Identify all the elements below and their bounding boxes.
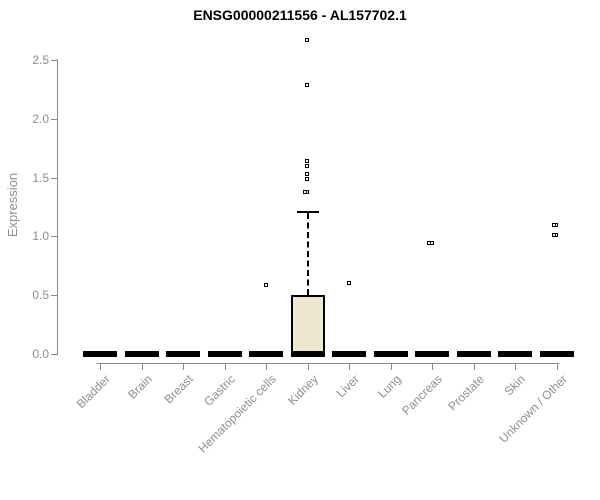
outlier-point xyxy=(305,171,309,176)
y-tick-label: 0.0 xyxy=(32,347,49,362)
x-axis-tick xyxy=(390,364,392,370)
x-axis-line xyxy=(97,363,559,364)
median-bar xyxy=(373,351,408,358)
outlier-point xyxy=(302,190,307,195)
y-axis-label: Expression xyxy=(5,172,20,238)
median-bar xyxy=(290,351,325,358)
y-axis-tick xyxy=(51,118,57,120)
x-axis-tick xyxy=(307,364,309,370)
box xyxy=(290,295,325,355)
median-bar xyxy=(498,351,532,358)
median-bar xyxy=(124,351,159,358)
outlier-point xyxy=(305,164,309,169)
y-axis-tick xyxy=(51,354,57,356)
x-axis-tick xyxy=(224,364,226,370)
outlier-point xyxy=(305,177,309,182)
upper-whisker-cap xyxy=(296,210,319,213)
x-axis-tick xyxy=(183,364,184,370)
x-axis-tick xyxy=(141,364,143,370)
outlier-point xyxy=(305,158,309,163)
outlier-point xyxy=(551,223,556,228)
outlier-point xyxy=(263,283,268,288)
median-bar xyxy=(332,351,366,358)
median-bar xyxy=(539,351,574,358)
outlier-point xyxy=(305,38,309,43)
y-axis-tick xyxy=(51,295,57,297)
median-bar xyxy=(456,351,491,358)
y-axis-line xyxy=(57,58,58,356)
x-axis-tick xyxy=(515,364,516,370)
outlier-point xyxy=(305,83,309,88)
x-axis-tick xyxy=(473,364,475,370)
x-axis-tick xyxy=(556,364,558,370)
x-axis-tick xyxy=(349,364,350,370)
x-axis-tick xyxy=(432,364,433,370)
y-tick-label: 1.5 xyxy=(32,170,49,185)
x-axis-tick xyxy=(266,364,267,370)
y-tick-label: 2.0 xyxy=(32,111,49,126)
y-axis-tick xyxy=(51,177,57,179)
median-bar xyxy=(83,351,117,358)
y-tick-label: 0.5 xyxy=(32,288,49,303)
median-bar xyxy=(207,351,242,358)
chart-title: ENSG00000211556 - AL157702.1 xyxy=(193,7,407,23)
y-axis-tick xyxy=(51,59,57,61)
y-tick-label: 1.0 xyxy=(32,229,49,244)
median-bar xyxy=(166,351,200,358)
outlier-point xyxy=(427,241,431,246)
y-axis-tick xyxy=(51,236,57,238)
y-tick-label: 2.5 xyxy=(32,52,49,67)
upper-whisker xyxy=(306,212,309,296)
x-axis-tick xyxy=(100,364,101,370)
median-bar xyxy=(415,351,449,358)
outlier-point xyxy=(551,232,556,237)
median-bar xyxy=(249,351,283,358)
outlier-point xyxy=(346,281,351,286)
